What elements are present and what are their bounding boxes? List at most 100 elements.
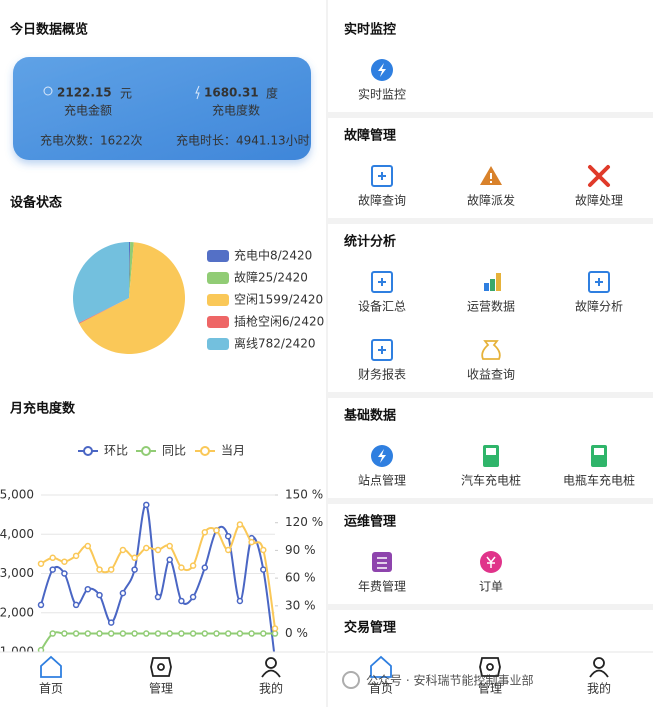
section-title: 月充电度数 [9, 401, 76, 417]
legend-swatch [207, 316, 229, 328]
legend-swatch [207, 250, 229, 262]
watermark: 公众号 · 安科瑞节能控制事业部 [366, 673, 533, 688]
menu-label: 财务报表 [358, 367, 406, 382]
point [107, 619, 115, 626]
icon [378, 63, 386, 77]
icon [378, 172, 386, 180]
section-title: 基础数据 [343, 408, 396, 424]
menu-item[interactable]: 收益查询 [467, 340, 515, 382]
menu-label: 实时监控 [358, 87, 406, 102]
point [224, 546, 232, 554]
icon [496, 273, 501, 291]
stat: 充电时长：4941.13小时 [176, 133, 310, 148]
pie-slice [78, 298, 129, 324]
nav-label: 管理 [478, 681, 502, 696]
nav-label: 首页 [39, 682, 63, 696]
icon [481, 340, 501, 360]
nav-item[interactable]: 管理 [149, 657, 173, 696]
y2-tick-label: 30 % [285, 598, 316, 612]
separator [328, 392, 653, 398]
y2-tick-label: 0 % [285, 626, 308, 640]
menu-item[interactable]: 站点管理 [358, 445, 406, 488]
point [143, 501, 150, 509]
legend-swatch [207, 272, 229, 284]
menu-item[interactable]: 运营数据 [467, 273, 515, 314]
overview-card [13, 57, 311, 160]
point [166, 556, 173, 564]
point [178, 630, 185, 637]
point [49, 554, 56, 562]
nav-label: 我的 [587, 681, 611, 696]
section-title: 实时监控 [344, 22, 396, 38]
menu-item[interactable]: 汽车充电桩 [461, 445, 521, 488]
point [189, 593, 197, 601]
menu-label: 年费管理 [358, 579, 406, 594]
menu-label: 故障查询 [358, 193, 406, 208]
nav-icon [261, 657, 281, 678]
menu-item[interactable]: 电瓶车充电桩 [563, 445, 635, 488]
pie-slice [129, 242, 131, 298]
point [37, 560, 45, 567]
nav-item[interactable]: 管理 [478, 657, 502, 696]
separator [328, 218, 653, 224]
point [84, 630, 92, 637]
icon [195, 85, 200, 100]
point [213, 630, 220, 637]
menu-item[interactable]: 年费管理 [358, 552, 406, 594]
point [96, 630, 103, 637]
menu-label: 设备汇总 [358, 300, 406, 314]
menu-label: 故障分析 [575, 299, 623, 314]
menu-label: 站点管理 [358, 473, 406, 488]
icon [595, 278, 603, 286]
point [166, 630, 173, 637]
menu-item[interactable]: 故障派发 [467, 166, 515, 208]
nav-icon [40, 655, 62, 678]
nav-item[interactable]: 我的 [259, 657, 283, 696]
point [119, 630, 127, 637]
nav-label: 管理 [149, 681, 173, 696]
icon [371, 271, 393, 293]
menu-item[interactable]: 故障查询 [358, 165, 406, 208]
nav-item[interactable]: 我的 [587, 657, 611, 696]
y-tick-label: 4,000 [0, 527, 34, 541]
point [61, 558, 68, 565]
y-tick-label: 2,000 [0, 605, 34, 619]
nav-icon [479, 657, 501, 677]
menu-item[interactable]: 设备汇总 [358, 271, 406, 314]
point [271, 625, 279, 632]
point [154, 630, 162, 637]
icon [486, 448, 496, 455]
energy: 1680.31 [204, 86, 259, 100]
y-tick-label: 3,000 [0, 566, 34, 580]
point [96, 591, 103, 599]
legend-label: 故障25/2420 [234, 270, 308, 285]
menu-item[interactable]: 故障分析 [575, 271, 623, 314]
icon [486, 556, 496, 568]
menu-item[interactable]: 实时监控 [358, 59, 406, 102]
point [260, 630, 267, 637]
watermark-icon [342, 671, 360, 689]
nav-icon [150, 657, 172, 677]
legend-swatch [207, 338, 229, 350]
point [271, 630, 279, 637]
legend-label: 同比 [162, 444, 186, 458]
point [154, 593, 162, 601]
icon [371, 339, 393, 361]
label: 充电金额 [64, 103, 112, 118]
menu-item[interactable]: 订单 [479, 551, 503, 594]
bottom-nav [0, 652, 326, 707]
nav-item[interactable]: 首页 [39, 655, 63, 696]
point [72, 552, 80, 560]
nav-item[interactable]: 首页 [369, 655, 393, 696]
point [260, 566, 267, 573]
menu-item[interactable]: 故障处理 [575, 165, 623, 208]
point [61, 570, 68, 577]
section-title: 交易管理 [344, 620, 396, 636]
bottom-nav [328, 652, 653, 707]
point [72, 630, 80, 637]
icon [43, 86, 53, 96]
point [260, 546, 267, 554]
menu-item[interactable]: 财务报表 [358, 339, 406, 382]
